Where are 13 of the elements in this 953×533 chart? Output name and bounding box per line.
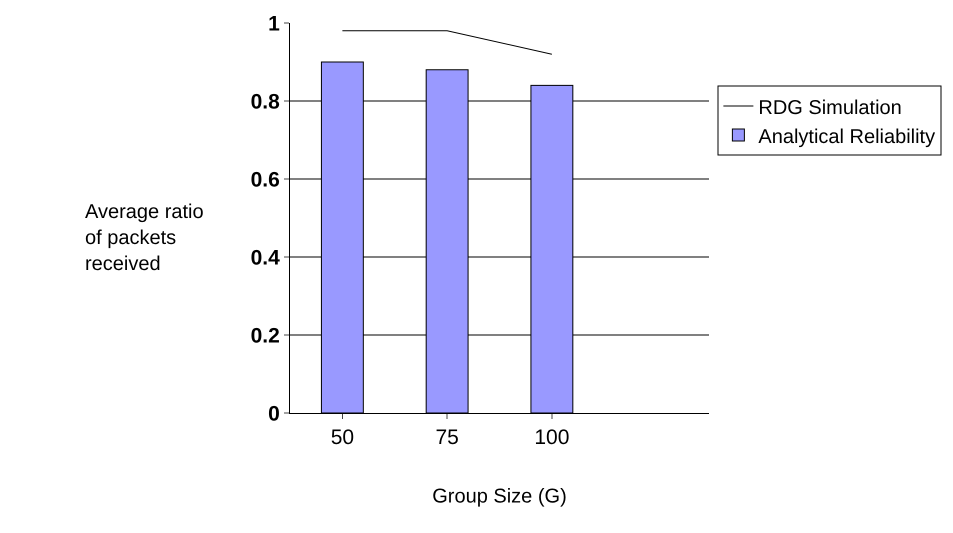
y-tick-label: 0 [268, 402, 280, 426]
y-axis-title: Average ratio of packets received [85, 201, 204, 275]
y-tick-label: 1 [268, 12, 280, 36]
x-axis-title: Group Size (G) [432, 486, 567, 508]
y-tick-label: 0.8 [250, 90, 280, 114]
legend-label: RDG Simulation [758, 96, 902, 119]
y-tick-label: 0.6 [250, 168, 280, 192]
x-tick-label: 50 [330, 426, 354, 450]
y-tick-label: 0.4 [250, 246, 280, 270]
legend-label: Analytical Reliability [758, 126, 936, 148]
x-tick-label: 100 [534, 426, 570, 450]
y-tick-label: 0.2 [250, 324, 280, 348]
x-tick-label: 75 [435, 426, 459, 450]
